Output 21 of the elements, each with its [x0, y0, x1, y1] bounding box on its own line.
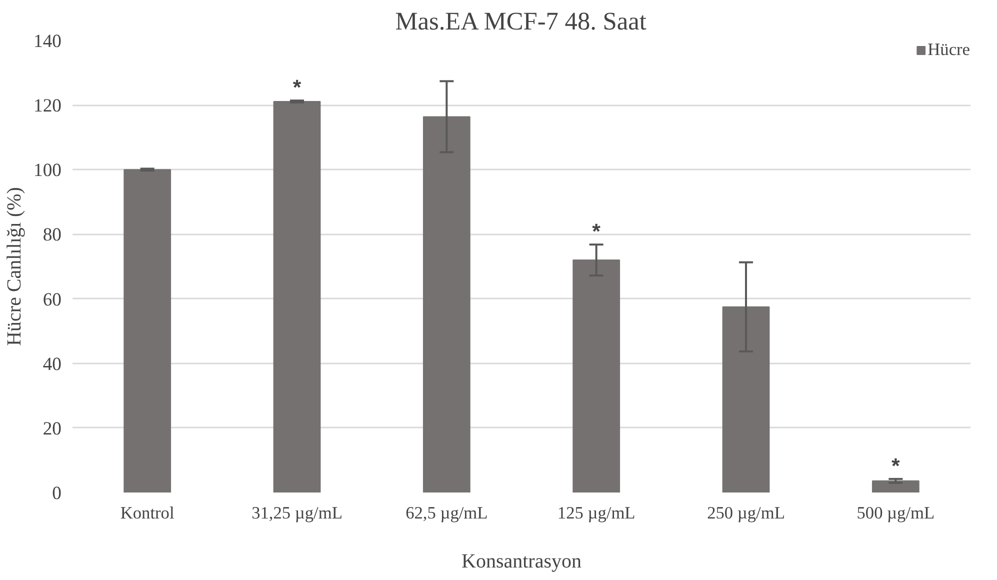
chart-title: Mas.EA MCF-7 48. Saat	[395, 8, 646, 36]
y-tick-label: 140	[34, 31, 62, 52]
y-tick-label: 80	[42, 224, 62, 246]
annotation: *	[292, 76, 302, 100]
y-axis-title: Hücre Canlılığı (%)	[4, 187, 26, 346]
x-tick-label: 500 µg/mL	[856, 504, 935, 522]
annotation: *	[592, 220, 602, 244]
annotation: *	[892, 454, 901, 478]
y-tick-label: 100	[34, 160, 62, 182]
x-tick-label: 125 µg/mL	[557, 504, 636, 522]
y-tick-label: 0	[52, 483, 62, 504]
y-tick-label: 120	[34, 96, 62, 117]
x-tick-label: Kontrol	[120, 504, 174, 522]
y-tick-label: 20	[42, 418, 62, 440]
y-tick-label: 60	[42, 289, 62, 310]
x-tick-label: 31,25 µg/mL	[252, 504, 342, 522]
x-tick-label: 250 µg/mL	[707, 504, 785, 522]
legend-label: Hücre	[928, 40, 970, 60]
x-tick-label: 62,5 µg/mL	[406, 504, 488, 522]
x-axis-title: Konsantrasyon	[462, 550, 582, 572]
y-tick-label: 40	[42, 354, 62, 375]
